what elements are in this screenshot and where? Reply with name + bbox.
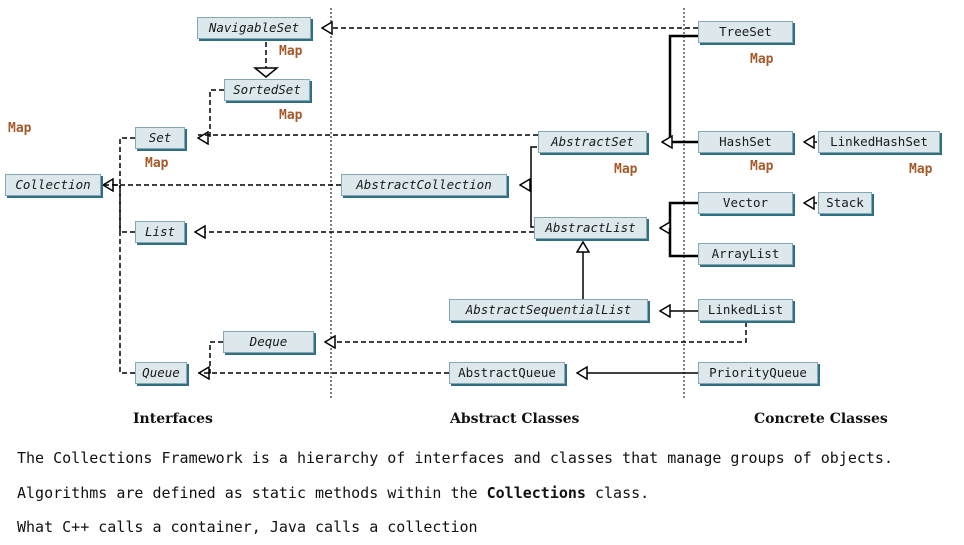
map-label: Map — [8, 121, 32, 136]
collection-node: Collection — [5, 174, 101, 196]
list-node: List — [135, 221, 185, 243]
edge-set-collection — [103, 137, 135, 185]
class-hierarchy-diagram — [0, 8, 817, 400]
note-line-2: Algorithms are defined as static methods… — [17, 484, 649, 502]
hashset-node: HashSet — [698, 131, 793, 153]
edge-abstractset-abstractcollection — [520, 146, 537, 185]
navigableset-node: NavigableSet — [197, 17, 311, 39]
linkedlist-node: LinkedList — [698, 299, 793, 321]
edge-sortedset-set — [198, 89, 224, 138]
abstract-classes-heading: Abstract Classes — [450, 411, 580, 427]
note-line-2-text: Algorithms are defined as static methods… — [17, 484, 487, 502]
navigableset-to-sortedset-arrowhead — [252, 67, 280, 78]
map-label: Map — [909, 162, 933, 177]
stack-node: Stack — [818, 192, 872, 214]
edge-deque-queue — [199, 341, 223, 373]
edge-list-collection — [119, 185, 135, 233]
map-label: Map — [145, 156, 169, 171]
arraylist-node: ArrayList — [698, 243, 793, 265]
collections-class-name: Collections — [486, 484, 586, 502]
linkedhashset-node: LinkedHashSet — [818, 131, 940, 153]
set-node: Set — [135, 127, 185, 149]
abstractlist-node: AbstractList — [534, 217, 647, 239]
abstractqueue-node: AbstractQueue — [449, 362, 565, 384]
map-label: Map — [614, 162, 638, 177]
edge-arraylist-abstractlist — [668, 228, 698, 258]
abstractcollection-node: AbstractCollection — [341, 174, 507, 196]
edge-queue-collection — [119, 185, 135, 374]
edge-treeset-abstractset — [668, 34, 698, 142]
vector-node: Vector — [698, 192, 793, 214]
deque-node: Deque — [223, 331, 314, 353]
treeset-node: TreeSet — [698, 21, 793, 43]
interfaces-heading: Interfaces — [133, 411, 213, 427]
map-label: Map — [279, 44, 303, 59]
note-line-2-suffix: class. — [585, 484, 650, 502]
abstractsequentiallist-node: AbstractSequentialList — [449, 299, 648, 321]
note-line-1: The Collections Framework is a hierarchy… — [17, 449, 893, 467]
edge-linkedlist-deque — [325, 322, 747, 342]
edge-vector-abstractlist — [660, 201, 698, 228]
note-line-3: What C++ calls a container, Java calls a… — [17, 518, 478, 536]
map-label: Map — [279, 108, 303, 123]
concrete-classes-heading: Concrete Classes — [754, 411, 888, 427]
sortedset-node: SortedSet — [224, 79, 310, 101]
priorityqueue-node: PriorityQueue — [698, 362, 818, 384]
abstractset-node: AbstractSet — [538, 131, 647, 153]
edge-abstractlist-abstractcollection — [530, 185, 534, 228]
queue-node: Queue — [135, 362, 187, 384]
map-label: Map — [750, 159, 774, 174]
map-label: Map — [750, 52, 774, 67]
